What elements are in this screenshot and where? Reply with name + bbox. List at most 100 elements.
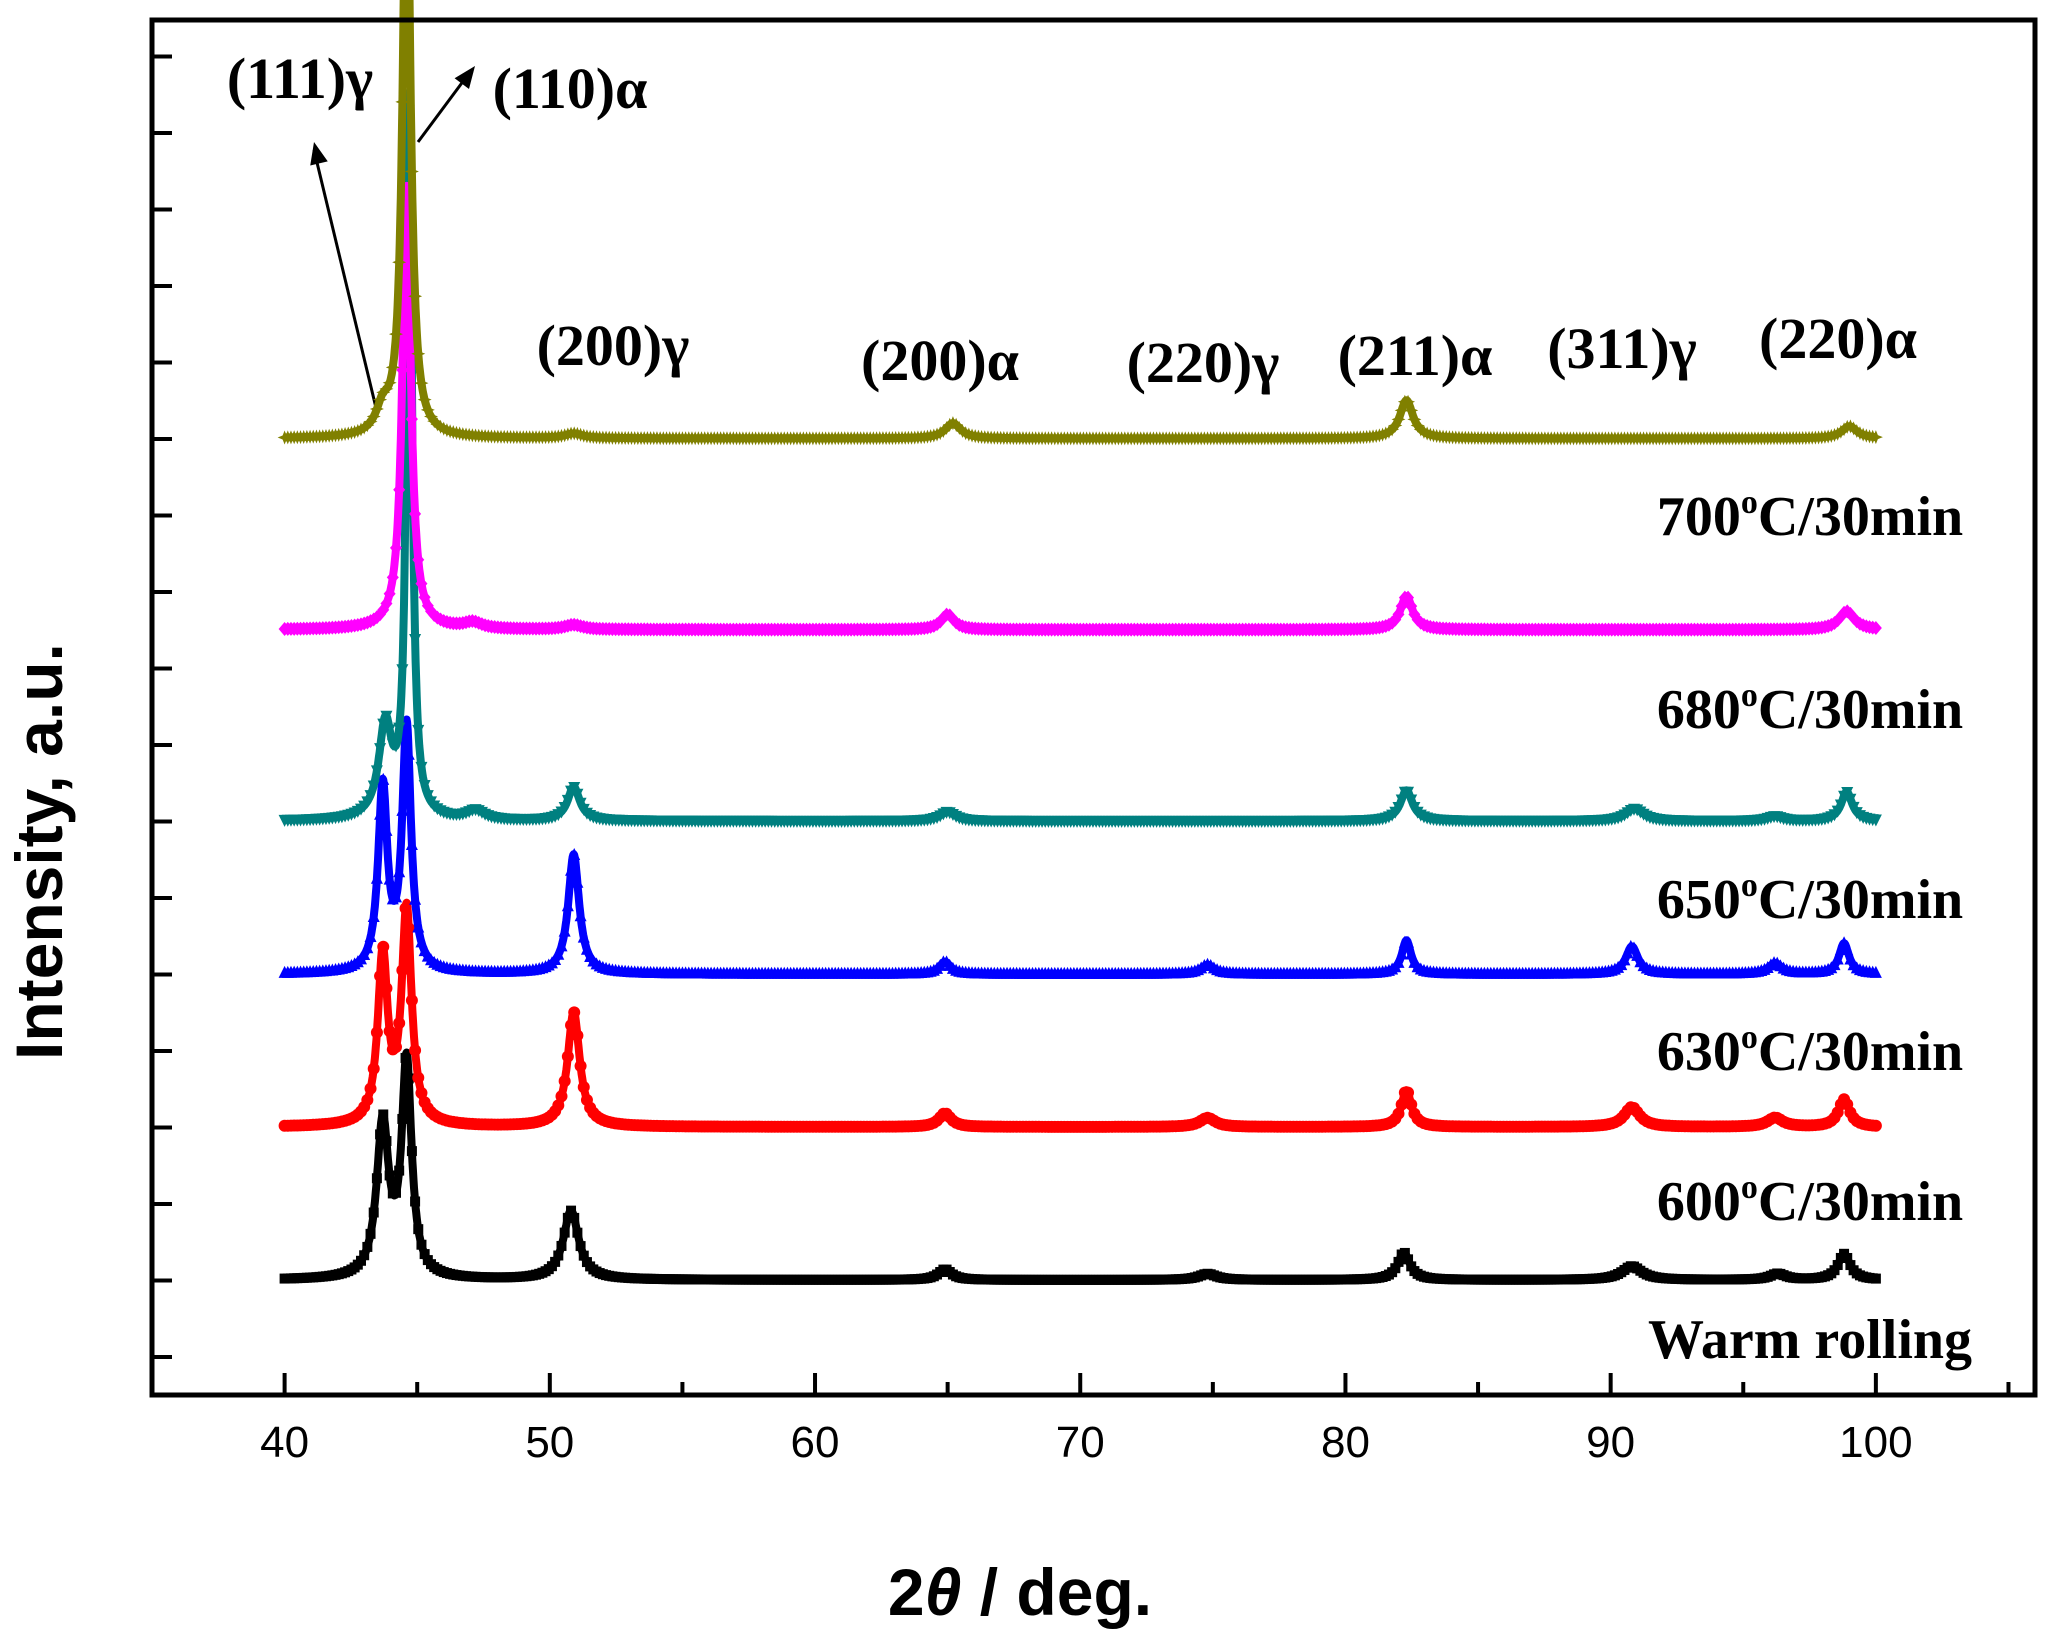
data-point <box>370 765 383 778</box>
data-point <box>430 417 445 432</box>
data-point <box>550 1256 561 1267</box>
data-point <box>1868 430 1883 445</box>
data-point <box>384 1170 395 1181</box>
data-point <box>365 1228 376 1239</box>
series-labels: Warm rolling 600oC/30min 630oC/30min 650oC/… <box>1648 484 1972 1371</box>
data-point <box>419 1249 430 1260</box>
data-point <box>1618 953 1631 966</box>
data-point <box>367 1062 380 1075</box>
data-point <box>565 1019 578 1032</box>
data-point <box>411 346 426 361</box>
data-point <box>561 794 574 807</box>
data-point <box>377 772 390 785</box>
axes: 40 50 60 70 80 90 100 <box>149 17 2038 1467</box>
data-point <box>409 1044 422 1057</box>
data-point <box>396 362 409 377</box>
data-point <box>418 779 431 792</box>
data-point <box>412 552 425 567</box>
data-point <box>1402 1086 1415 1099</box>
data-point <box>400 1052 411 1063</box>
data-point <box>355 1255 366 1266</box>
data-point <box>403 1073 414 1084</box>
data-point <box>386 570 399 585</box>
peak-label: (111)γ <box>227 46 373 111</box>
data-point <box>380 823 393 836</box>
data-point <box>392 255 407 270</box>
data-point <box>421 790 434 803</box>
data-point <box>374 743 387 756</box>
data-point <box>569 1212 580 1223</box>
data-point <box>361 941 374 954</box>
peak-label: (211)α <box>1338 323 1493 388</box>
data-point <box>1621 946 1634 959</box>
data-point <box>561 899 574 912</box>
data-point <box>1849 424 1864 439</box>
data-point <box>1381 424 1396 439</box>
data-point <box>552 1099 565 1112</box>
data-point <box>378 1109 389 1120</box>
data-point <box>1841 786 1854 799</box>
data-point <box>393 722 406 735</box>
data-point <box>377 940 390 953</box>
data-point <box>413 1224 424 1235</box>
peak-label: (220)α <box>1759 306 1917 371</box>
data-point <box>1846 421 1861 436</box>
data-point <box>1841 942 1854 955</box>
data-point <box>1845 1260 1856 1271</box>
data-point <box>1401 394 1416 409</box>
data-point <box>402 747 415 760</box>
data-point <box>412 724 425 737</box>
data-point <box>367 909 380 922</box>
data-point <box>1407 412 1422 427</box>
data-point <box>380 982 393 995</box>
data-point <box>571 875 584 888</box>
data-point <box>399 902 412 915</box>
series-label: 680oC/30min <box>1657 677 1963 741</box>
data-point <box>572 1227 583 1238</box>
data-point <box>578 1250 589 1261</box>
data-point <box>1393 1256 1404 1267</box>
data-point <box>414 376 429 391</box>
x-tick-label: 60 <box>791 1418 840 1467</box>
data-point <box>1413 422 1428 437</box>
data-point <box>383 724 396 737</box>
data-point <box>415 576 428 591</box>
peak-arrow-head <box>310 142 328 166</box>
series-3 <box>278 88 1882 828</box>
data-point <box>566 1205 577 1216</box>
data-point <box>565 863 578 876</box>
data-point <box>363 414 378 429</box>
data-point <box>393 865 406 878</box>
peak-labels: (111)γ (110)α (200)γ (200)α (220)γ (211)α (311… <box>227 46 1917 413</box>
data-point <box>561 1050 574 1063</box>
data-point <box>571 1029 584 1042</box>
data-point <box>1832 1260 1843 1271</box>
data-point <box>412 920 425 933</box>
data-point <box>574 797 587 810</box>
series-layer <box>277 0 1883 1285</box>
data-point <box>1837 422 1852 437</box>
data-point <box>949 417 964 432</box>
data-point <box>393 1017 406 1030</box>
data-point <box>552 947 565 960</box>
data-point <box>364 930 377 943</box>
series-line <box>281 1048 1880 1284</box>
data-point <box>577 930 590 943</box>
series-line <box>281 88 1880 825</box>
data-point <box>417 392 432 407</box>
series-1 <box>278 898 1882 1133</box>
data-point <box>568 781 581 794</box>
peak-label: (311)γ <box>1547 316 1697 381</box>
data-point <box>406 1146 417 1157</box>
data-point <box>405 837 418 850</box>
data-point <box>367 780 380 793</box>
data-point <box>360 418 375 433</box>
data-point <box>575 1241 586 1252</box>
data-point <box>370 871 383 884</box>
data-point <box>1844 793 1857 806</box>
peak-label: (110)α <box>493 56 648 121</box>
data-point <box>1392 955 1405 968</box>
data-point <box>396 803 409 816</box>
data-point <box>1395 1098 1408 1111</box>
x-tick-label: 90 <box>1586 1418 1635 1467</box>
